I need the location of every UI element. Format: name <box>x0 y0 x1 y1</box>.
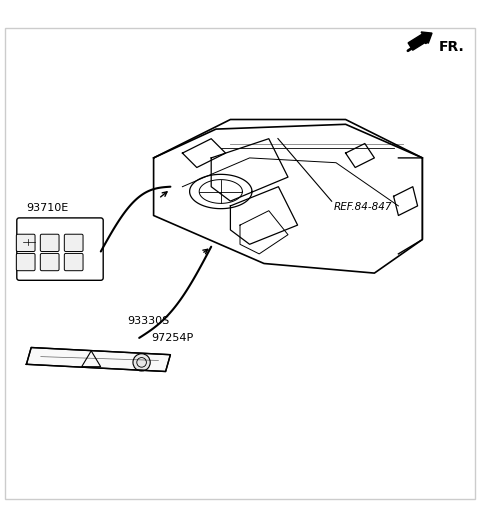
FancyBboxPatch shape <box>40 234 59 251</box>
FancyBboxPatch shape <box>40 253 59 271</box>
FancyBboxPatch shape <box>64 253 83 271</box>
FancyBboxPatch shape <box>17 218 103 280</box>
Text: 93710E: 93710E <box>26 203 69 213</box>
FancyBboxPatch shape <box>16 234 35 251</box>
Text: REF.84-847: REF.84-847 <box>334 202 392 212</box>
FancyArrow shape <box>408 32 432 50</box>
FancyBboxPatch shape <box>16 253 35 271</box>
Polygon shape <box>26 347 170 372</box>
Text: 93330S: 93330S <box>127 316 169 326</box>
Text: FR.: FR. <box>439 40 465 54</box>
Text: 97254P: 97254P <box>151 333 193 343</box>
Circle shape <box>133 354 150 371</box>
FancyBboxPatch shape <box>64 234 83 251</box>
